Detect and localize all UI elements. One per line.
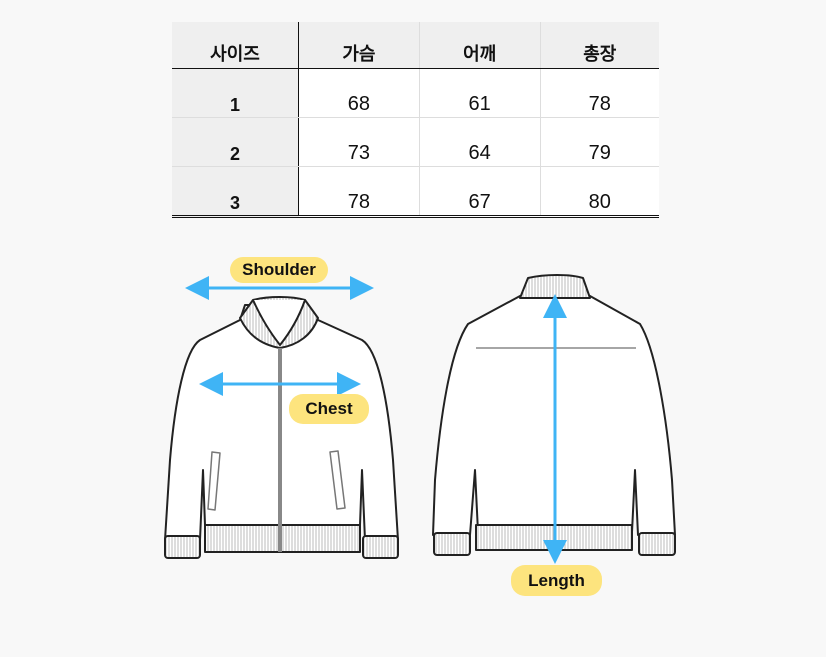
cell-size: 3 <box>172 166 299 218</box>
table-row: 2 73 64 79 <box>172 117 659 167</box>
cell-shoulder: 67 <box>418 166 540 218</box>
cell-shoulder: 64 <box>418 117 540 167</box>
cell-length: 79 <box>539 117 659 167</box>
cell-size: 1 <box>172 68 299 118</box>
cell-chest: 68 <box>298 68 420 118</box>
cell-chest: 78 <box>298 166 420 218</box>
size-table: 사이즈 가슴 어깨 총장 1 68 61 78 2 73 64 79 3 78 … <box>172 22 659 218</box>
chest-label: Chest <box>289 394 369 424</box>
length-label: Length <box>511 565 602 596</box>
cell-size: 2 <box>172 117 299 167</box>
table-row: 1 68 61 78 <box>172 68 659 118</box>
cell-length: 78 <box>539 68 659 118</box>
header-shoulder: 어깨 <box>418 22 540 69</box>
front-jacket-illustration <box>164 296 399 559</box>
cell-shoulder: 61 <box>418 68 540 118</box>
table-header-row: 사이즈 가슴 어깨 총장 <box>172 22 659 69</box>
cell-chest: 73 <box>298 117 420 167</box>
header-chest: 가슴 <box>298 22 420 69</box>
header-size: 사이즈 <box>172 22 299 69</box>
cell-length: 80 <box>539 166 659 218</box>
table-row: 3 78 67 80 <box>172 166 659 218</box>
shoulder-label: Shoulder <box>230 257 328 283</box>
header-length: 총장 <box>539 22 659 69</box>
